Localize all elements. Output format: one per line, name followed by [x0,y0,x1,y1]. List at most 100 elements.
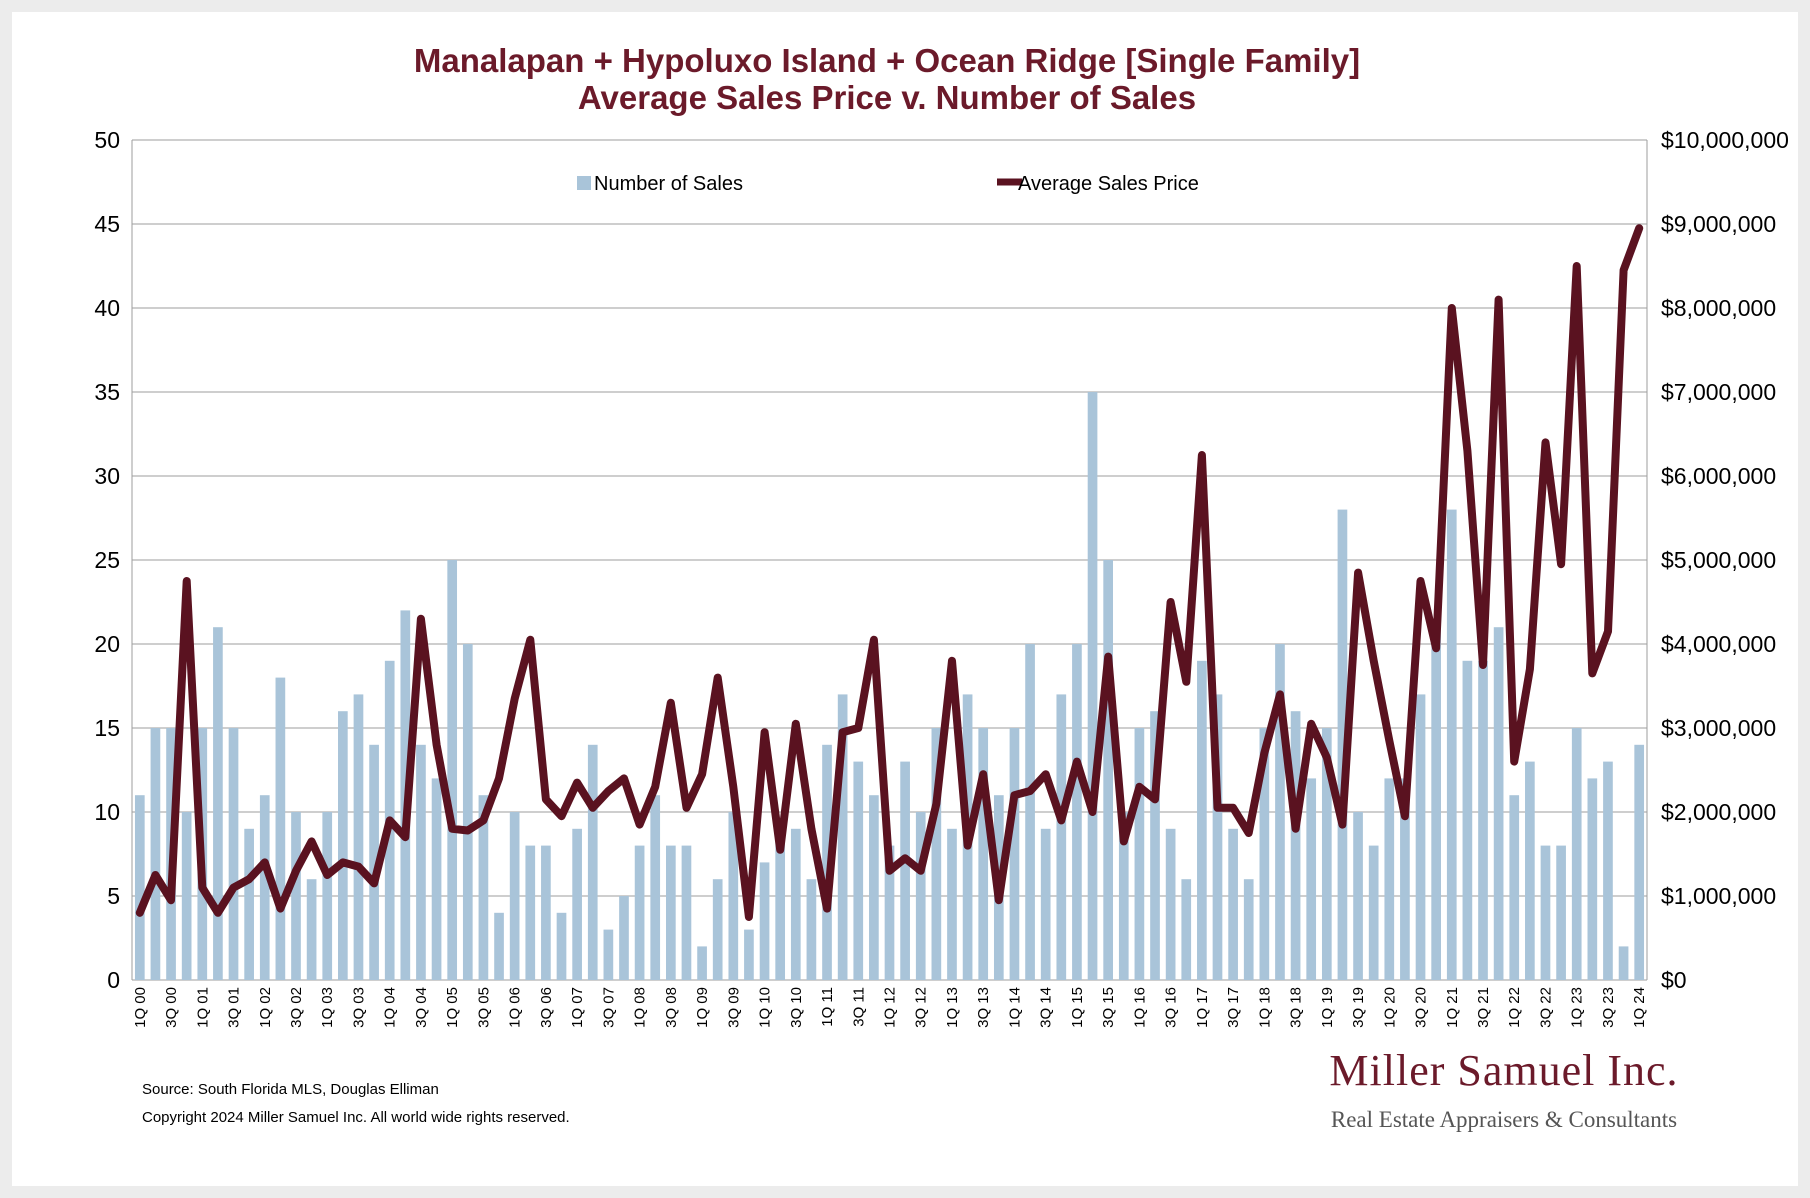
sales-bar [1056,694,1067,980]
right-axis-tick-label: $4,000,000 [1661,631,1776,657]
x-axis-tick-label: 1Q 18 [1256,987,1273,1028]
left-axis-tick-label: 5 [107,883,120,909]
sales-bar [806,879,817,980]
left-axis-tick-label: 35 [94,379,120,405]
x-axis-tick-label: 1Q 17 [1194,987,1211,1028]
sales-bar [1587,778,1598,980]
right-axis-tick-label: $10,000,000 [1661,127,1789,153]
sales-bar [900,761,910,980]
x-axis-tick-label: 3Q 00 [163,987,180,1028]
x-axis-tick-label: 3Q 19 [1350,987,1367,1028]
sales-bar [1306,778,1317,980]
sales-bar [228,728,239,980]
sales-bar [1337,509,1348,980]
sales-bar [525,845,536,980]
x-axis-tick-label: 1Q 20 [1381,987,1398,1028]
sales-bar [353,694,364,980]
sales-bar [1134,728,1145,980]
sales-bar [619,896,629,980]
legend-bars-label: Number of Sales [594,173,743,195]
sales-bar [650,795,661,980]
sales-bar [1197,660,1207,980]
sales-bar [572,828,582,980]
sales-bar [947,828,957,980]
x-axis-tick-label: 1Q 14 [1006,987,1023,1028]
x-axis-tick-label: 3Q 02 [288,987,305,1028]
chart-title-line1: Manalapan + Hypoluxo Island + Ocean Ridg… [414,42,1360,79]
x-axis-tick-label: 1Q 24 [1631,987,1648,1028]
x-axis-tick-label: 3Q 04 [413,987,430,1028]
sales-bar [1603,761,1613,980]
x-axis-tick-label: 1Q 12 [882,987,899,1028]
sales-bar [259,795,270,980]
sales-bar [509,812,520,980]
sales-bar [603,929,614,980]
x-axis-tick-label: 1Q 19 [1319,987,1336,1028]
x-axis-tick-label: 3Q 12 [913,987,930,1028]
sales-bar [1009,728,1020,980]
gridlines [131,139,1648,981]
sales-bar [306,879,317,980]
x-axis-tick-label: 3Q 21 [1475,987,1492,1028]
x-axis-tick-label: 3Q 23 [1600,987,1617,1028]
right-axis-tick-label: $7,000,000 [1661,379,1776,405]
sales-bar [1181,879,1192,980]
sales-bar [1509,795,1520,980]
legend-line-label: Average Sales Price [1018,173,1199,195]
sales-bar [744,929,754,980]
x-axis-tick-label: 1Q 15 [1069,987,1086,1028]
x-axis-tick-label: 3Q 18 [1288,987,1305,1028]
sales-bar [181,812,192,980]
sales-bar [150,728,161,980]
sales-bar [884,845,895,980]
left-axis-tick-label: 30 [94,463,120,489]
sales-bar [1368,845,1379,980]
sales-bar [822,744,832,980]
sales-bar [1275,644,1285,980]
sales-bar [790,828,801,980]
sales-bar [712,879,723,980]
x-axis-tick-label: 3Q 17 [1225,987,1242,1028]
left-axis-tick-label: 50 [94,127,120,153]
x-axis-tick-label: 1Q 05 [444,987,461,1028]
sales-bar [931,728,942,980]
sales-bar [322,812,333,980]
average-price-line [135,224,1644,921]
x-axis-tick-label: 3Q 03 [351,987,368,1028]
right-axis-tick-label: $0 [1661,967,1687,993]
sales-bar [244,828,254,980]
sales-bar [338,711,348,980]
left-axis-tick-label: 10 [94,799,120,825]
x-axis-tick-label: 3Q 05 [475,987,492,1028]
sales-bar [462,644,473,980]
x-axis-tick-label: 1Q 01 [194,987,211,1028]
sales-bar [1618,946,1629,980]
sales-bar [1415,694,1426,980]
sales-bar [1540,845,1551,980]
sales-bar [1446,509,1457,980]
copyright-note: Copyright 2024 Miller Samuel Inc. All wo… [142,1109,570,1126]
sales-bar [1072,644,1082,980]
sales-bar [1228,828,1238,980]
sales-bar [1321,728,1332,980]
right-axis-tick-label: $9,000,000 [1661,211,1776,237]
x-axis-tick-label: 3Q 14 [1038,987,1055,1028]
right-axis-tick-label: $3,000,000 [1661,715,1776,741]
left-axis-tick-label: 0 [107,967,120,993]
x-axis-tick-label: 1Q 16 [1131,987,1148,1028]
sales-bar [587,744,598,980]
sales-bar [1431,627,1441,980]
sales-bar [697,946,707,980]
sales-bar [1400,778,1410,980]
x-axis-tick-label: 1Q 09 [694,987,711,1028]
left-axis-tick-label: 40 [94,295,120,321]
legend-bars-swatch [577,176,591,190]
sales-bar [1384,778,1395,980]
sales-bar [1290,711,1301,980]
sales-bar [681,845,692,980]
logo-name: Miller Samuel Inc. [1329,1046,1678,1095]
source-note: Source: South Florida MLS, Douglas Ellim… [142,1081,439,1098]
sales-bar [494,912,504,980]
sales-bar [853,761,864,980]
x-axis-tick-label: 3Q 09 [725,987,742,1028]
